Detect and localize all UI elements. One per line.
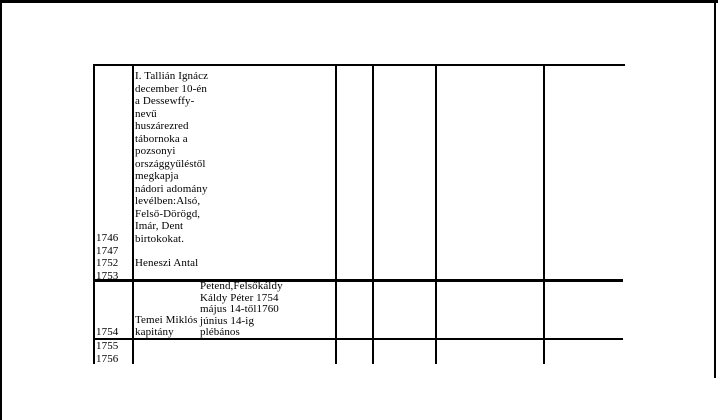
column-line-left [93, 64, 95, 364]
column-line-4 [372, 64, 374, 364]
page-top-edge [0, 0, 718, 3]
entry-1746-text: I. Tallián Ignácz december 10-én a Desse… [135, 70, 209, 245]
column-line-5 [435, 64, 437, 364]
years-1755-1756: 1755 1756 [96, 340, 119, 365]
column-line-3 [335, 64, 337, 364]
year-1754: 1754 [96, 326, 119, 338]
page-left-edge [0, 0, 2, 420]
priest-1754-text: Petend,Felsőkáldy Káldy Péter 1754 május… [200, 280, 283, 338]
column-line-6 [543, 64, 545, 364]
row-divider-after-1753 [94, 279, 623, 282]
table-top-line [94, 64, 625, 66]
page-right-edge [714, 0, 716, 378]
column-line-years-right [132, 64, 134, 364]
row-divider-after-1754 [94, 338, 623, 340]
officer-1752-name: Heneszi Antal [135, 257, 199, 269]
officer-1754-name: Temei Miklós kapitány [135, 314, 198, 338]
years-1746-1753: 1746 1747 1752 1753 [96, 232, 119, 282]
